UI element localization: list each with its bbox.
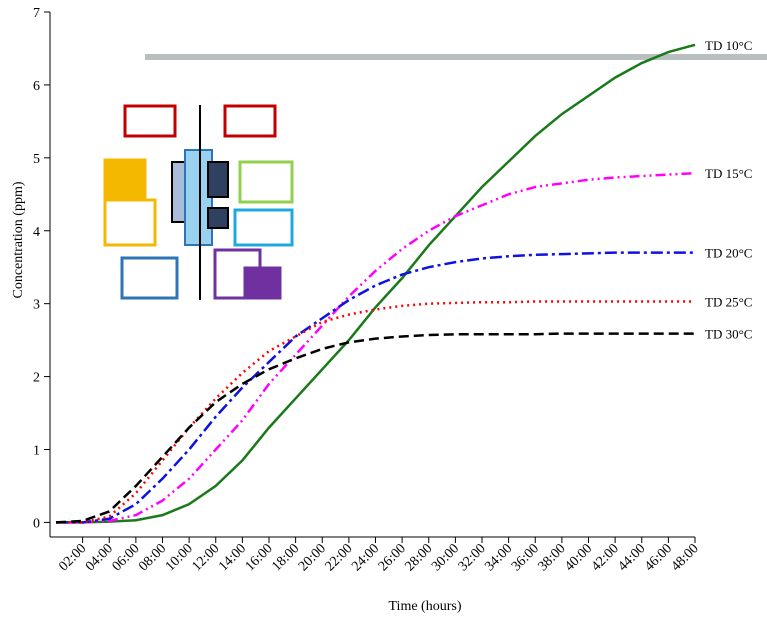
x-tick-label: 02:00 <box>56 541 89 574</box>
x-tick-label: 46:00 <box>642 541 675 574</box>
line-series <box>56 251 695 524</box>
line-series <box>56 43 696 524</box>
x-tick-label: 24:00 <box>349 541 382 574</box>
line-series <box>56 300 695 524</box>
x-tick-label: 04:00 <box>83 541 116 574</box>
legend-label: TD 20°C <box>705 246 752 261</box>
y-tick-label: 1 <box>33 444 40 459</box>
y-axis-label: Concentration (ppm) <box>11 181 26 298</box>
x-tick-label: 28:00 <box>402 541 435 574</box>
x-tick-label: 42:00 <box>589 541 622 574</box>
y-tick-label: 2 <box>33 371 40 386</box>
x-tick-label: 34:00 <box>482 541 515 574</box>
line-series <box>56 171 696 524</box>
x-tick-label: 38:00 <box>536 541 569 574</box>
y-tick-label: 0 <box>33 516 40 531</box>
legend-label: TD 15°C <box>705 166 752 181</box>
x-tick-label: 10:00 <box>163 541 196 574</box>
x-tick-label: 32:00 <box>456 541 489 574</box>
x-tick-label: 20:00 <box>296 541 329 574</box>
x-tick-label: 18:00 <box>269 541 302 574</box>
x-tick-label: 26:00 <box>376 541 409 574</box>
x-tick-label: 40:00 <box>562 541 595 574</box>
x-tick-label: 16:00 <box>243 541 276 574</box>
x-tick-label: 14:00 <box>216 541 249 574</box>
x-tick-label: 08:00 <box>136 541 169 574</box>
line-series <box>55 332 695 524</box>
legend-label: TD 25°C <box>705 294 752 309</box>
x-axis-label: Time (hours) <box>389 599 462 614</box>
x-tick-label: 22:00 <box>323 541 356 574</box>
x-tick-label: 30:00 <box>429 541 462 574</box>
y-tick-label: 4 <box>33 225 40 240</box>
legend-label: TD 30°C <box>705 327 752 342</box>
x-tick-label: 12:00 <box>189 541 222 574</box>
legend-label: TD 10°C <box>705 38 752 53</box>
x-tick-label: 06:00 <box>110 541 143 574</box>
x-tick-label: 48:00 <box>669 541 702 574</box>
inset-diagram <box>103 104 294 300</box>
x-tick-label: 36:00 <box>509 541 542 574</box>
y-tick-label: 3 <box>33 298 40 313</box>
y-tick-label: 5 <box>33 152 40 167</box>
decor-bar <box>145 54 767 60</box>
x-tick-label: 44:00 <box>615 541 648 574</box>
y-tick-label: 7 <box>33 6 40 21</box>
y-tick-label: 6 <box>33 79 40 94</box>
